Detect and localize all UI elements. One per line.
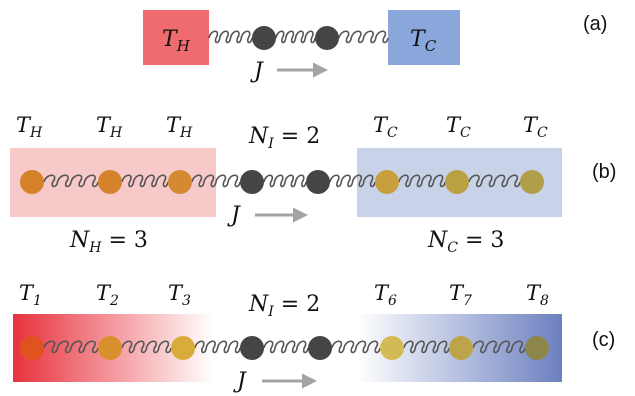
spring	[338, 30, 389, 44]
cold-reservoir-label: TC	[410, 27, 437, 55]
flux-label-b: J	[227, 203, 241, 228]
springs-a	[208, 30, 389, 44]
temp-label-cold-1: TC	[373, 113, 398, 141]
atoms-b	[20, 170, 544, 194]
spring	[263, 174, 307, 188]
spring	[331, 340, 381, 354]
cold-reservoir-box	[388, 10, 460, 65]
temperature-gradient-labels: T1 T2 T3 T6 T7 T8	[19, 281, 549, 309]
temp-label-8: T8	[526, 281, 549, 309]
hot-atom	[20, 170, 44, 194]
panel-a-label: (a)	[583, 13, 607, 35]
panel-c-label: (c)	[592, 329, 615, 351]
hot-reservoir-box	[143, 10, 209, 65]
spring	[468, 174, 521, 188]
atoms-a	[252, 26, 339, 50]
hot-atom	[20, 336, 44, 360]
spring	[403, 340, 450, 354]
spring	[472, 340, 526, 354]
hot-atom	[171, 336, 195, 360]
hot-atom	[98, 170, 122, 194]
interface-atom	[308, 336, 332, 360]
spring	[121, 340, 172, 354]
panel-c: T1 T2 T3 T6 T7 T8 NI = 2 J (c)	[13, 281, 615, 394]
temp-label-hot-1: TH	[16, 113, 43, 141]
spring	[398, 174, 446, 188]
cold-count-label: NC = 3	[427, 228, 504, 256]
spring	[263, 340, 309, 354]
flux-label-a: J	[250, 59, 264, 84]
springs-c	[43, 340, 526, 354]
temp-label-cold-2: TC	[446, 113, 471, 141]
interface-count-label-c: NI = 2	[248, 292, 320, 320]
flux-label-c: J	[233, 369, 247, 394]
temp-label-hot-2: TH	[96, 113, 123, 141]
hot-reservoir-label: TH	[162, 27, 191, 55]
temp-label-cold-3: TC	[523, 113, 548, 141]
cold-atom	[445, 170, 469, 194]
interface-atom	[252, 26, 276, 50]
spring	[121, 174, 169, 188]
temp-label-hot-3: TH	[166, 113, 193, 141]
interface-atom	[306, 170, 330, 194]
spring	[43, 174, 99, 188]
cold-atom	[525, 336, 549, 360]
temp-label-6: T6	[374, 281, 397, 309]
cold-temperature-labels: TC TC TC	[373, 113, 548, 141]
spring	[329, 174, 376, 188]
atoms-c	[20, 336, 549, 360]
springs-b	[43, 174, 521, 188]
cold-atom	[520, 170, 544, 194]
cold-atom	[375, 170, 399, 194]
spring	[208, 30, 253, 44]
temp-label-3: T3	[168, 281, 191, 309]
temp-label-1: T1	[19, 281, 42, 309]
temp-label-2: T2	[96, 281, 119, 309]
spring	[194, 340, 241, 354]
hot-temperature-labels: TH TH TH	[16, 113, 193, 141]
hot-atom	[98, 336, 122, 360]
panel-a: TH TC J (a)	[143, 10, 607, 84]
interface-atom	[240, 170, 264, 194]
spring	[191, 174, 241, 188]
cold-atom	[449, 336, 473, 360]
interface-atom	[240, 336, 264, 360]
panel-b-label: (b)	[592, 161, 616, 183]
temp-label-7: T7	[449, 281, 472, 309]
interface-atom	[315, 26, 339, 50]
interface-count-label-b: NI = 2	[248, 124, 320, 152]
hot-atom	[168, 170, 192, 194]
spring	[43, 340, 99, 354]
cold-atom	[380, 336, 404, 360]
spring	[275, 30, 316, 44]
panel-b: TH TH TH TC TC TC NI = 2 NH = 3	[10, 113, 616, 256]
hot-count-label: NH = 3	[69, 228, 148, 256]
